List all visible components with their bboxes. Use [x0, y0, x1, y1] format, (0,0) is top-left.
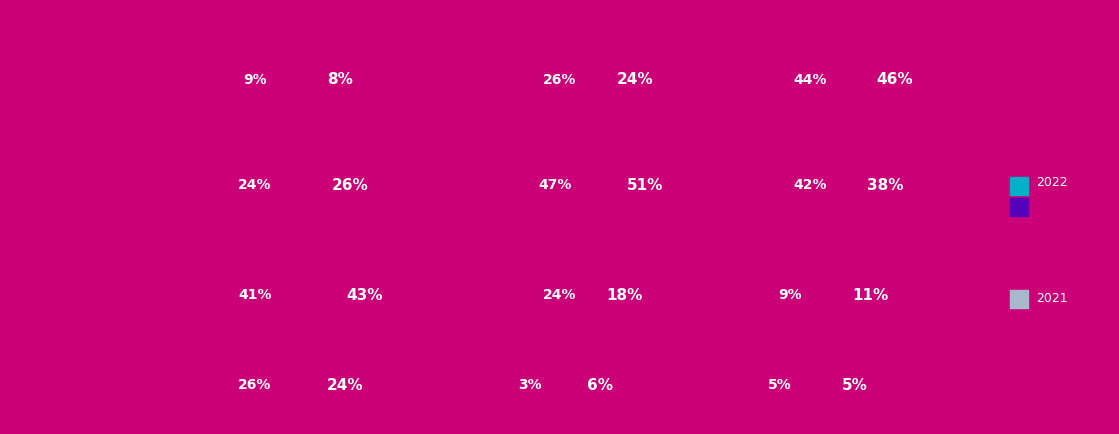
Text: 3%: 3%: [518, 378, 542, 392]
Text: 43%: 43%: [347, 287, 383, 302]
Text: A significant factor in
our investment policy: A significant factor in our investment p…: [4, 174, 126, 196]
Text: 24%: 24%: [617, 72, 653, 88]
Text: 2021: 2021: [1036, 293, 1068, 306]
Text: 46%: 46%: [876, 72, 913, 88]
Text: 9%: 9%: [243, 73, 266, 87]
Text: 42%: 42%: [793, 178, 827, 192]
Text: 44%: 44%: [793, 73, 827, 87]
Text: Not a significant factor
for our investment policy: Not a significant factor for our investm…: [4, 284, 145, 306]
Text: 8%: 8%: [327, 72, 352, 88]
Text: At the centre of our
investment policy: At the centre of our investment policy: [4, 69, 114, 91]
Text: 11%: 11%: [852, 287, 888, 302]
Text: 2 years ago: 2 years ago: [264, 11, 356, 25]
Text: 47%: 47%: [538, 178, 572, 192]
Text: 24%: 24%: [327, 378, 364, 392]
Text: 5%: 5%: [768, 378, 792, 392]
FancyBboxPatch shape: [1010, 198, 1028, 216]
FancyBboxPatch shape: [1010, 290, 1028, 308]
Text: 26%: 26%: [331, 178, 368, 193]
Text: Today: Today: [567, 11, 613, 25]
Text: 24%: 24%: [543, 288, 576, 302]
FancyBboxPatch shape: [1010, 177, 1028, 195]
FancyBboxPatch shape: [1010, 219, 1028, 237]
Text: 38%: 38%: [867, 178, 903, 193]
Text: 51%: 51%: [627, 178, 664, 193]
Text: 26%: 26%: [544, 73, 576, 87]
Text: 6%: 6%: [587, 378, 613, 392]
Text: 26%: 26%: [238, 378, 272, 392]
Text: 18%: 18%: [606, 287, 643, 302]
Text: Next 2 years: Next 2 years: [796, 11, 895, 25]
Text: 9%: 9%: [778, 288, 802, 302]
Text: 2022: 2022: [1036, 177, 1068, 190]
Text: 41%: 41%: [238, 288, 272, 302]
Text: 5%: 5%: [843, 378, 868, 392]
Text: No part of our investment
policy at all: No part of our investment policy at all: [4, 374, 149, 396]
Text: 24%: 24%: [238, 178, 272, 192]
